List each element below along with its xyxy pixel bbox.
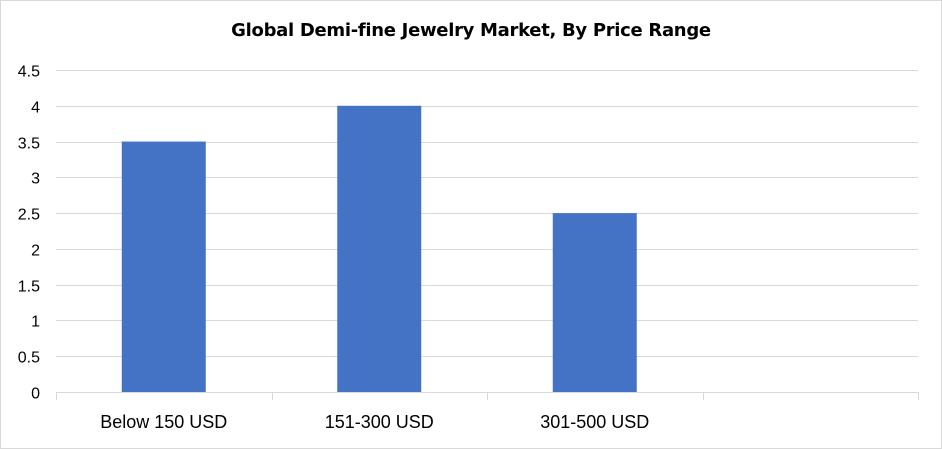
- x-category-label-2: 301-500 USD: [540, 412, 649, 432]
- y-tick-label-8: 4: [31, 100, 40, 117]
- bar-0: [121, 141, 206, 392]
- bar-2: [552, 213, 637, 392]
- y-tick-label-0: 0: [31, 386, 40, 403]
- y-tick-label-3: 1.5: [18, 279, 40, 296]
- chart-title: Global Demi-fine Jewelry Market, By Pric…: [231, 20, 711, 41]
- y-tick-label-9: 4.5: [18, 64, 40, 81]
- y-tick-label-4: 2: [31, 243, 40, 260]
- y-tick-label-5: 2.5: [18, 207, 40, 224]
- x-category-label-1: 151-300 USD: [325, 412, 434, 432]
- x-category-label-0: Below 150 USD: [100, 412, 227, 432]
- y-tick-label-6: 3: [31, 171, 40, 188]
- y-tick-label-2: 1: [31, 314, 40, 331]
- bar-1: [337, 105, 422, 393]
- y-tick-label-1: 0.5: [18, 350, 40, 367]
- y-tick-label-7: 3.5: [18, 136, 40, 153]
